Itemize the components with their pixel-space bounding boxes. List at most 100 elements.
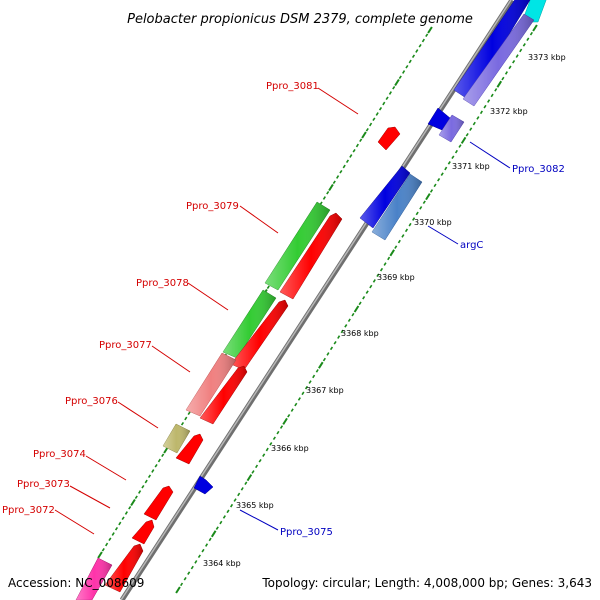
tick-mark [365,290,369,294]
tick-mark [372,117,376,122]
gene-feature-3072[interactable] [104,543,144,593]
tick-mark [187,411,191,416]
tick-mark [472,121,476,126]
gene-label-ppro-3073[interactable]: Ppro_3073 [17,479,70,490]
tick-mark [398,75,402,80]
tick-mark [183,576,187,581]
tick-mark [180,421,185,426]
tick-mark [318,361,324,369]
scale-label: 3369 kbp [377,273,415,282]
tick-row-right [175,24,538,594]
tick-mark [215,526,219,530]
scale-label: 3372 kbp [490,107,528,116]
tick-mark [353,305,360,313]
tick-mark [287,413,291,418]
tick-mark [208,537,212,542]
gene-label-ppro-3075[interactable]: Ppro_3075 [280,527,333,538]
tick-mark [345,159,350,164]
tick-mark [266,285,270,290]
gene-feature-3082[interactable] [438,114,465,143]
tick-mark [336,175,340,179]
gene-feature-3075[interactable] [193,475,214,495]
tick-mark [251,470,255,474]
scale-label: 3365 kbp [236,501,274,510]
tick-mark [418,43,422,48]
tick-mark [332,180,336,185]
tick-mark [118,521,122,526]
gene-feature-magenta[interactable] [75,557,113,600]
tick-mark [180,582,184,587]
gene-feature-3073[interactable] [131,519,155,545]
tick-mark [501,76,505,81]
tick-mark [201,548,205,553]
gene-label-ppro-3081[interactable]: Ppro_3081 [266,81,319,92]
gene-feature-3074[interactable] [143,485,174,521]
tick-mark [425,193,431,201]
gene-label-ppro-3079[interactable]: Ppro_3079 [186,201,239,212]
gene-label-ppro-3074[interactable]: Ppro_3074 [33,449,86,460]
tick-mark [479,110,483,115]
gene-label-ppro-3082[interactable]: Ppro_3082 [512,164,565,175]
gene-label-ppro-3077[interactable]: Ppro_3077 [99,340,152,351]
gene-feature-3077[interactable] [185,352,237,417]
tick-mark [365,127,369,132]
gene-feature-3076-red[interactable] [175,433,204,465]
tick-mark [322,357,326,362]
tick-mark [342,164,346,169]
scale-label: 3366 kbp [271,444,309,453]
tick-mark [294,402,298,407]
tick-mark [187,571,191,575]
tick-mark [369,122,373,127]
gene-label-ppro-3076[interactable]: Ppro_3076 [65,396,118,407]
tick-mark [404,228,409,233]
tick-mark [279,425,284,429]
gene-feature-3077-red[interactable] [199,365,248,425]
gene-feature-3080[interactable] [359,165,411,229]
tick-mark [372,279,376,283]
tick-mark [312,374,316,379]
tick-mark [262,453,266,457]
tick-mark [105,542,109,547]
tick-mark [230,503,234,508]
gene-feature-3079-red[interactable] [279,212,343,300]
tick-mark [134,495,138,500]
tick-mark [355,143,359,148]
gene-feature-3076[interactable] [162,423,191,454]
scale-label: 3364 kbp [203,559,241,568]
tick-mark [121,516,125,521]
tick-mark [144,479,148,484]
tick-mark [494,88,498,92]
tick-mark [362,295,366,300]
gene-label-ppro-3072[interactable]: Ppro_3072 [2,505,55,516]
tick-mark [369,284,373,289]
gene-feature-argC[interactable] [371,173,423,241]
gene-feature-3079[interactable] [264,201,331,291]
gene-label-argC[interactable]: argC [460,240,483,251]
tick-mark [385,96,389,101]
gene-label-ppro-3078[interactable]: Ppro_3078 [136,278,189,289]
tick-mark [339,169,343,174]
tick-mark [375,112,379,116]
gene-feature-3081[interactable] [377,126,401,151]
tick-mark [322,196,326,200]
gene-feature-3078-red[interactable] [230,299,289,371]
tick-mark [394,245,398,249]
tick-mark [255,464,259,469]
tick-mark [465,132,469,137]
gene-feature-3083-lavender[interactable] [462,13,535,107]
tick-mark [408,59,412,64]
tick-mark [529,31,533,36]
tick-mark [411,54,416,59]
leader-lines [54,87,511,535]
tick-mark [392,85,396,90]
tick-mark [101,547,105,552]
tick-mark [451,155,455,160]
tick-mark [175,586,181,594]
tick-mark [379,267,384,272]
tick-mark [226,509,230,514]
tick-mark [233,498,237,502]
tick-mark [301,391,305,396]
genome-backbone-highlight [120,0,512,600]
tick-mark [308,380,312,384]
